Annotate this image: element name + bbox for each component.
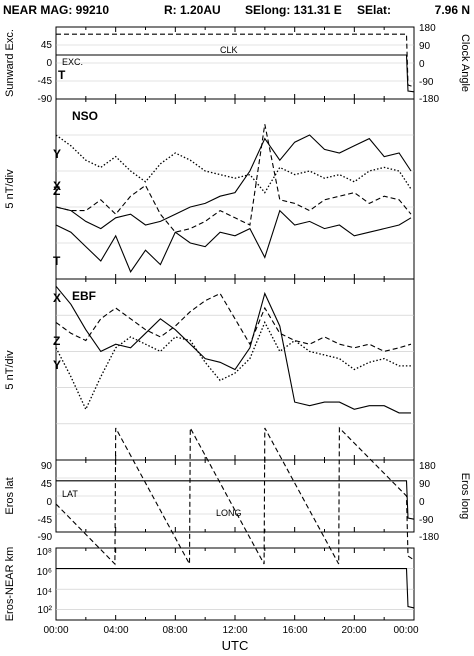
header-r: R: 1.20AU	[164, 3, 221, 17]
header-selong: SElong: 131.31 E	[245, 3, 342, 17]
ytick-right: 0	[419, 497, 425, 508]
label-y: Y	[53, 358, 61, 372]
ytick-left: -45	[38, 76, 53, 87]
ytick-left: -90	[38, 532, 53, 543]
ytick-left: 45	[41, 40, 53, 51]
ylabel-left: Eros-NEAR km	[4, 547, 16, 622]
series-line-t	[55, 209, 412, 273]
ytick-right: 0	[419, 59, 425, 70]
panel-eros-lat-long: 90 45 0 -45 -90 180 90 0 -90 -180 Eros l…	[4, 426, 471, 566]
ytick-right: 180	[419, 23, 436, 34]
label-clk: CLK	[220, 45, 238, 55]
label-y: Y	[53, 147, 61, 161]
series-line-exc-	[56, 54, 415, 93]
xtick-label: 16:00	[282, 625, 307, 636]
series-line-clk	[56, 33, 415, 88]
xtick-label: 20:00	[341, 625, 366, 636]
series-line-y	[55, 134, 412, 194]
ylabel-right: Clock Angle	[459, 34, 471, 92]
xtick-label: 00:00	[43, 625, 68, 636]
ytick-right: 180	[419, 461, 436, 472]
header-title: NEAR MAG: 99210	[3, 3, 109, 17]
label-long: LONG	[216, 508, 242, 518]
panel-sunward-clock: 45 0 -45 -90 180 90 0 -90 -180 Sunward E…	[4, 23, 471, 105]
xtick-label: 08:00	[162, 625, 187, 636]
series-line-z	[55, 292, 412, 352]
ytick-right: -180	[419, 94, 439, 105]
ylabel-left: 5 nT/div	[4, 169, 16, 209]
header: NEAR MAG: 99210 R: 1.20AU SElong: 131.31…	[3, 3, 470, 17]
xtick-label: 12:00	[222, 625, 247, 636]
label-z: Z	[53, 184, 60, 198]
series-line-lat	[56, 480, 415, 520]
label-exc: EXC.	[62, 57, 83, 67]
ylabel-right: Eros long	[459, 473, 471, 519]
label-z: Z	[53, 334, 60, 348]
panel-nso: NSO 5 nT/div Y X Z T	[4, 98, 415, 280]
ytick-left: 0	[46, 497, 52, 508]
ytick-left: -45	[38, 515, 53, 526]
ytick-right: -90	[419, 77, 434, 88]
ytick-left: 10⁴	[37, 587, 52, 598]
label-t: T	[53, 254, 61, 268]
ylabel-left: 5 nT/div	[4, 350, 16, 390]
header-selat: SElat:	[357, 3, 391, 17]
ytick-left: 0	[46, 58, 52, 69]
ytick-right: 90	[419, 479, 431, 490]
series-line-y	[55, 320, 411, 411]
ytick-left: 10⁶	[37, 567, 52, 578]
panel-title-nso: NSO	[72, 109, 98, 123]
ylabel-left: Sunward Exc.	[4, 29, 16, 97]
panel-ebf: EBF 5 nT/div X Z Y	[4, 278, 415, 461]
label-x: X	[53, 291, 61, 305]
panel-frame	[55, 98, 415, 280]
xtick-label: 00:00	[393, 625, 418, 636]
series-line-eros-near-km	[56, 568, 415, 609]
ytick-left: 90	[41, 461, 53, 472]
panel-eros-near-km: 10⁸ 10⁶ 10⁴ 10² Eros-NEAR km	[4, 547, 415, 622]
series-line-x	[55, 285, 411, 414]
x-axis-label: UTC	[222, 638, 249, 653]
ytick-left: 45	[41, 479, 53, 490]
x-axis: 00:00 04:00 08:00 12:00 16:00 20:00 00:0…	[43, 625, 418, 653]
label-t: T	[58, 68, 66, 82]
ylabel-left: Eros lat	[4, 477, 16, 514]
series-line-z	[55, 124, 412, 233]
label-lat: LAT	[62, 489, 78, 499]
panel-title-ebf: EBF	[72, 289, 96, 303]
label-x: X	[53, 179, 61, 193]
header-selat-value: 7.96 N	[435, 3, 470, 17]
ytick-right: -180	[419, 532, 439, 543]
series-line-x	[55, 134, 412, 230]
ytick-left: 10²	[38, 605, 53, 616]
ytick-right: -90	[419, 515, 434, 526]
ytick-right: 90	[419, 41, 431, 52]
ytick-left: 10⁸	[37, 547, 52, 558]
ytick-left: -90	[38, 94, 53, 105]
xtick-label: 04:00	[103, 625, 128, 636]
